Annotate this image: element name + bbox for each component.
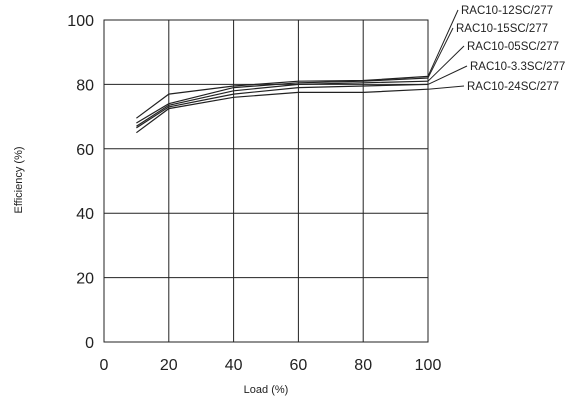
series-line: [136, 75, 429, 119]
leader-line: [427, 9, 459, 77]
leader-line: [427, 45, 465, 82]
series-label: RAC10-24SC/277: [467, 81, 559, 93]
series-label: RAC10-12SC/277: [461, 5, 553, 17]
x-tick-label: 60: [290, 357, 308, 374]
y-tick-label: 60: [76, 142, 94, 159]
x-tick-label: 40: [225, 357, 243, 374]
series-line: [136, 77, 429, 124]
series-label: RAC10-3.3SC/277: [470, 61, 565, 73]
leader-line: [427, 27, 454, 79]
y-tick-label: 40: [76, 206, 94, 223]
x-tick-label: 100: [415, 357, 442, 374]
y-tick-label: 20: [76, 271, 94, 288]
grid: [103, 19, 429, 343]
x-tick-label: 0: [100, 357, 109, 374]
leader-line: [427, 85, 465, 90]
x-tick-label: 20: [160, 357, 178, 374]
series-label: RAC10-15SC/277: [456, 23, 548, 35]
series-line: [136, 88, 429, 134]
series-label: RAC10-05SC/277: [467, 41, 559, 53]
y-tick-label: 0: [85, 335, 94, 352]
y-axis-label: Efficiency (%): [13, 146, 25, 213]
plot-frame: [103, 19, 429, 343]
series-line: [136, 83, 429, 129]
series-lines: [136, 75, 429, 134]
y-tick-label: 80: [76, 77, 94, 94]
series-labels: RAC10-12SC/277 RAC10-15SC/277 RAC10-05SC/2…: [427, 5, 565, 93]
series-line: [136, 80, 429, 127]
leader-line: [427, 65, 468, 85]
x-axis-label: Load (%): [244, 384, 289, 396]
y-tick-label: 100: [67, 13, 94, 30]
tick-labels: 0 20 40 60 80 100 0 20 40 60 80 100: [67, 13, 441, 374]
x-tick-label: 80: [354, 357, 372, 374]
